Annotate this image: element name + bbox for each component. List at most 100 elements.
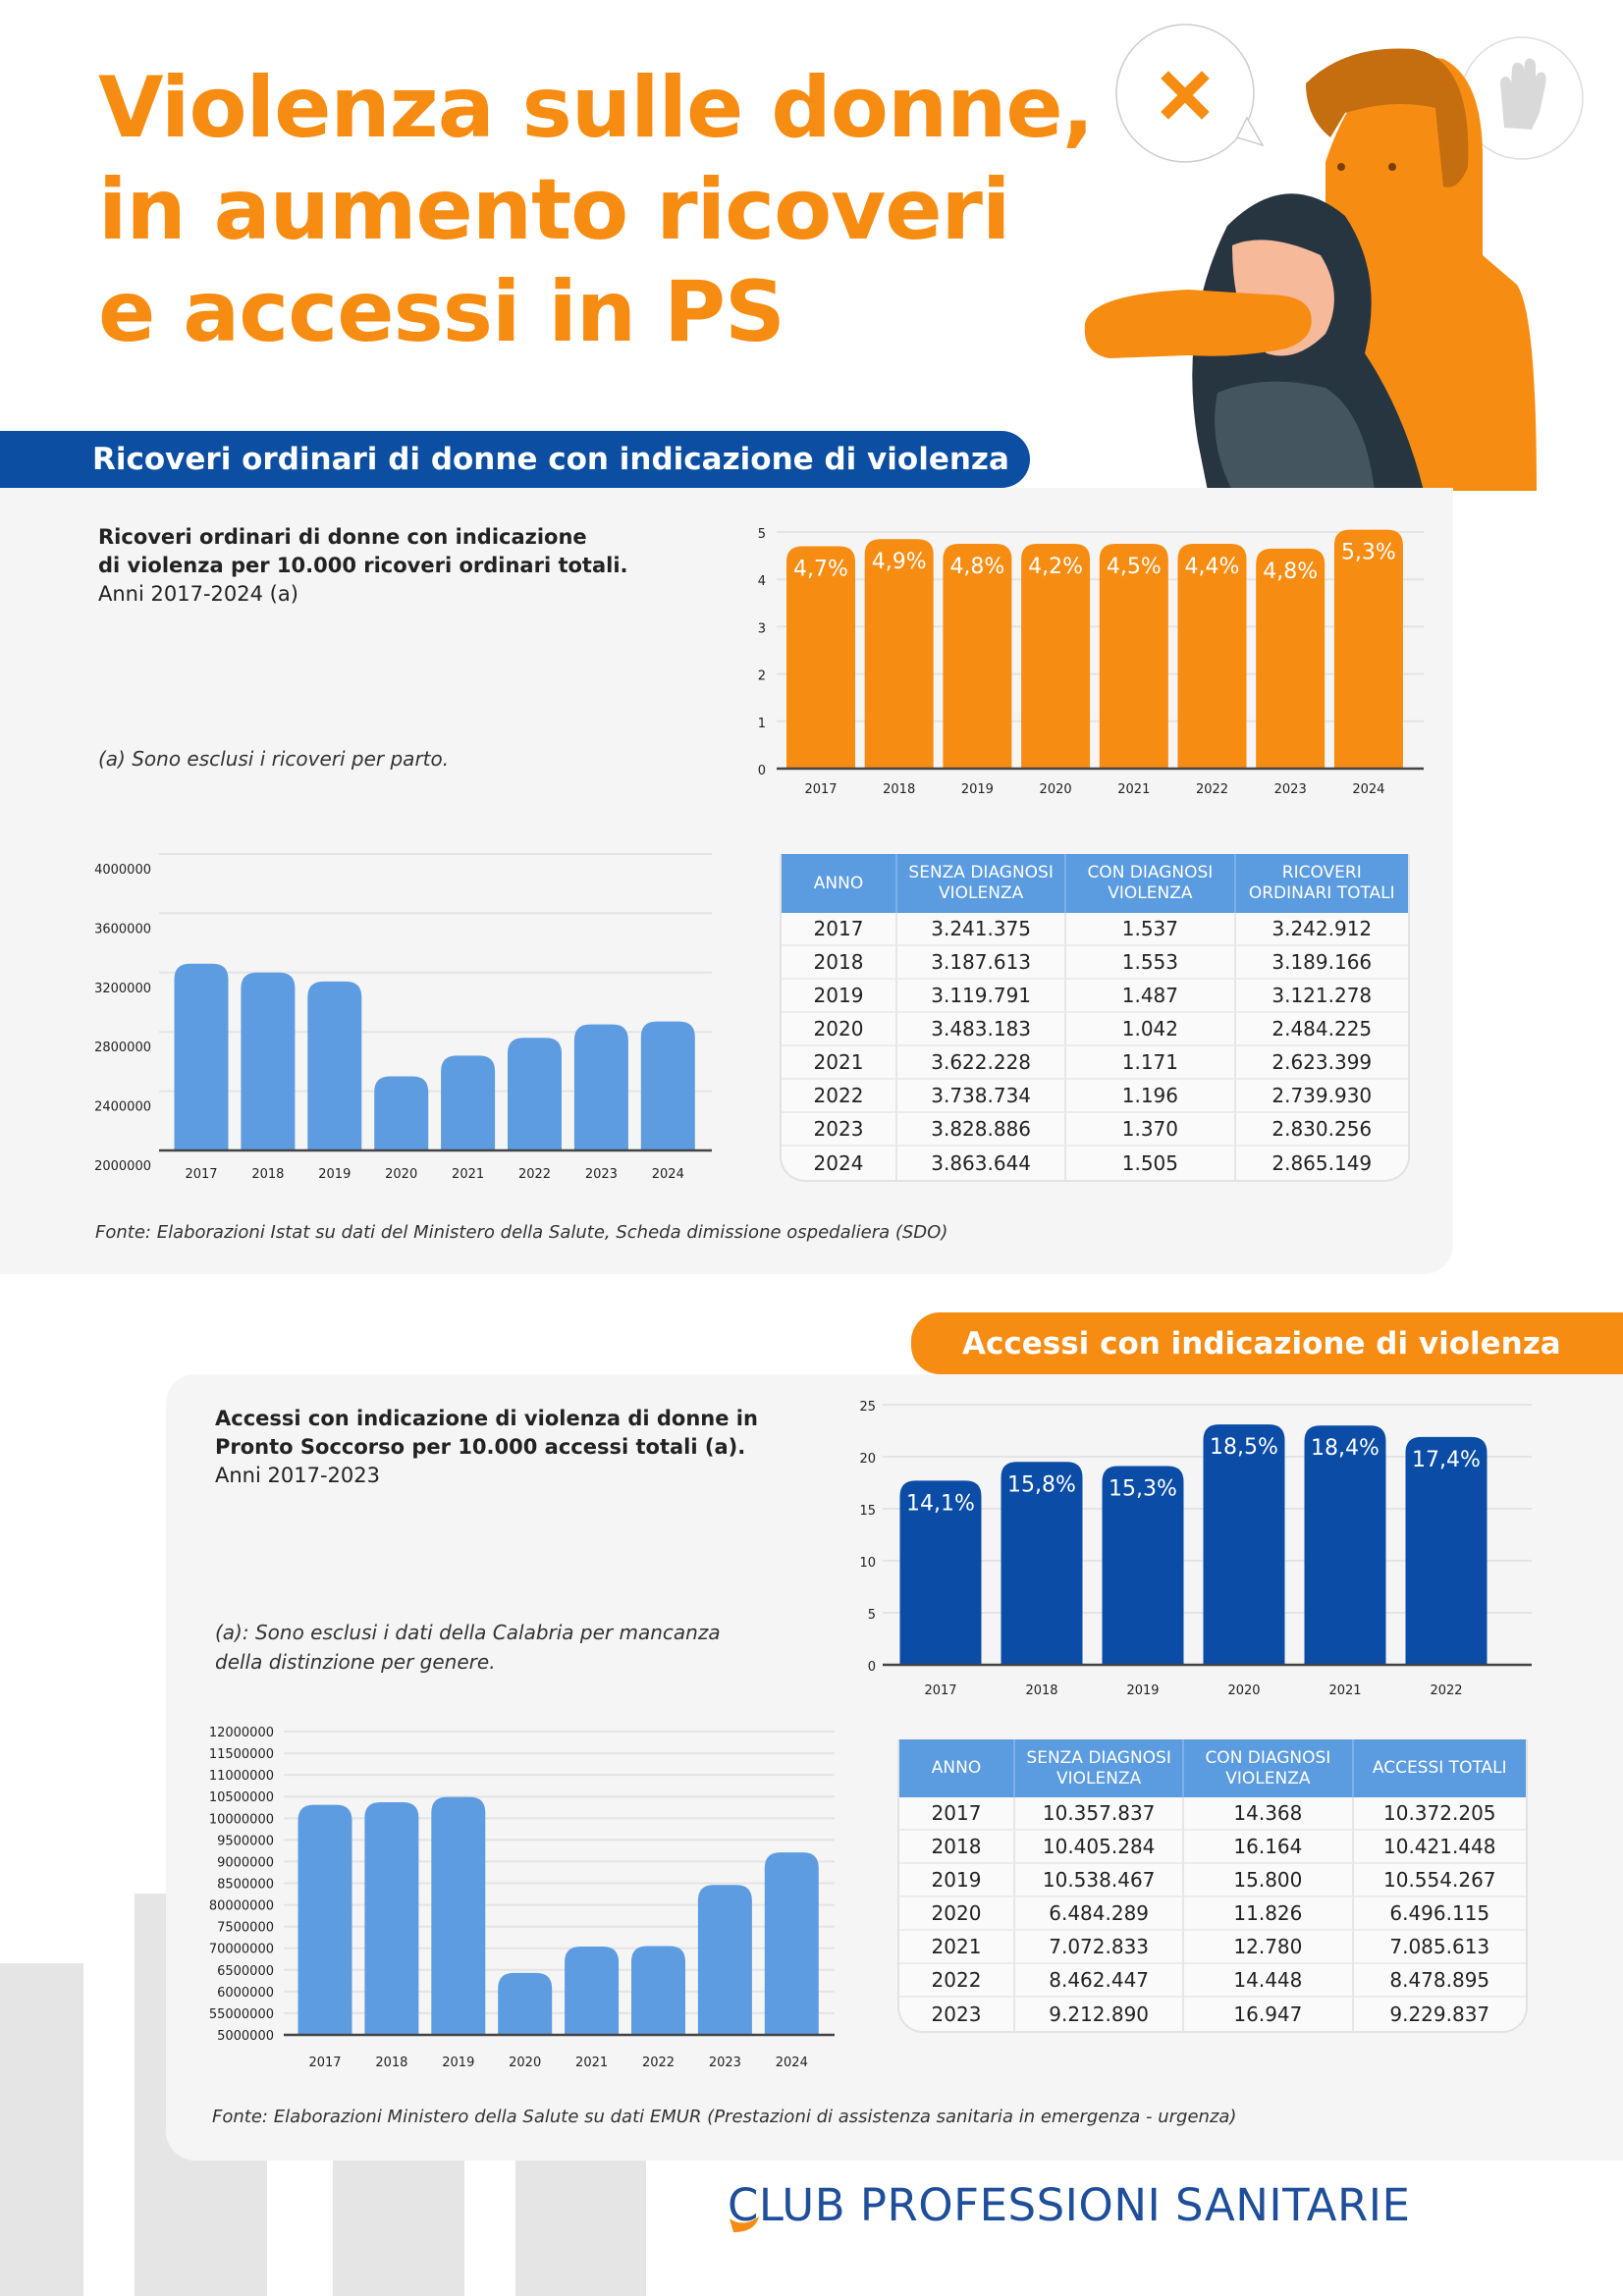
table-cell: 2017	[782, 913, 898, 946]
table-cell: 7.085.613	[1353, 1931, 1526, 1964]
decorative-column	[333, 2150, 464, 2296]
table-row: 2020 3.483.183 1.042 2.484.225	[782, 1013, 1408, 1046]
bar-2018	[1001, 1462, 1083, 1665]
table-cell: 2018	[899, 1831, 1016, 1864]
column-header-line: VIOLENZA	[939, 883, 1024, 903]
table-cell: 2022	[899, 1964, 1016, 1998]
table-cell: 10.538.467	[1015, 1864, 1185, 1897]
table-row: 2020 6.484.289 11.826 6.496.115	[899, 1897, 1526, 1931]
data-label: 4,8%	[949, 555, 1004, 579]
y-tick-label: 70000000	[209, 1943, 274, 1957]
x-mark-icon	[1115, 24, 1265, 163]
table-cell: 2024	[782, 1147, 898, 1180]
column-header: SENZA DIAGNOSI VIOLENZA	[1015, 1739, 1185, 1797]
bar-2022	[508, 1038, 562, 1150]
table-cell: 2021	[899, 1931, 1016, 1964]
table-cell: 10.372.205	[1353, 1797, 1526, 1831]
table-cell: 8.462.447	[1015, 1964, 1185, 1998]
table-cell: 1.553	[1066, 946, 1236, 980]
column-header-line: ACCESSI TOTALI	[1372, 1758, 1507, 1778]
x-tick-label: 2020	[385, 1167, 417, 1182]
table-cell: 3.483.183	[897, 1013, 1067, 1046]
footnote-line: (a): Sono esclusi i dati della Calabria …	[215, 1621, 721, 1644]
table-cell: 3.119.791	[897, 980, 1067, 1013]
column-header-line: VIOLENZA	[1225, 1768, 1311, 1789]
table-cell: 2022	[782, 1080, 898, 1113]
x-tick-label: 2024	[1352, 782, 1384, 797]
table-cell: 6.496.115	[1353, 1897, 1526, 1931]
x-tick-label: 2018	[375, 2056, 407, 2070]
footnote-line: della distinzione per genere.	[215, 1650, 496, 1674]
bar-2023	[697, 1885, 752, 2035]
y-tick-label: 2800000	[94, 1041, 151, 1055]
table-header-row: ANNO SENZA DIAGNOSI VIOLENZA CON DIAGNOSI VI…	[782, 854, 1408, 913]
bar-2024	[764, 1852, 819, 2035]
table-cell: 12.780	[1184, 1931, 1354, 1964]
y-tick-label: 7500000	[217, 1921, 274, 1936]
table-row: 2022 8.462.447 14.448 8.478.895	[899, 1964, 1526, 1998]
x-tick-label: 2019	[442, 2056, 474, 2070]
column-header-line: VIOLENZA	[1056, 1768, 1142, 1789]
bar-2024	[640, 1021, 695, 1150]
chart-accessi-rate: 0 5 10 15 20 25 14,1% 2017 15,8% 2018 15,3% 2019 18,…	[859, 1400, 1532, 1698]
source-note: Fonte: Elaborazioni Istat su dati del Mi…	[95, 1222, 948, 1243]
column-header-line: ORDINARI TOTALI	[1248, 883, 1395, 903]
section-accessi-banner: Accessi con indicazione di violenza	[911, 1312, 1623, 1374]
column-header: RICOVERI ORDINARI TOTALI	[1235, 854, 1408, 913]
table-cell: 3.121.278	[1235, 980, 1408, 1013]
description-bold: di violenza per 10.000 ricoveri ordinari…	[98, 554, 628, 577]
y-tick-label: 4000000	[94, 863, 151, 878]
bar-2017	[786, 546, 855, 769]
table-cell: 2020	[782, 1013, 898, 1046]
table-cell: 7.072.833	[1015, 1931, 1185, 1964]
chart-ricoveri-description: Ricoveri ordinari di donne con indicazio…	[98, 523, 628, 609]
table-cell: 16.164	[1184, 1831, 1354, 1864]
column-header-line: RICOVERI	[1281, 863, 1362, 882]
y-tick-label: 5	[868, 1608, 876, 1623]
table-cell: 1.537	[1066, 913, 1236, 946]
y-tick-label: 80000000	[209, 1899, 274, 1914]
x-tick-label: 2022	[642, 2056, 675, 2070]
x-tick-label: 2019	[961, 782, 994, 797]
bar-2022	[1177, 544, 1247, 769]
x-tick-label: 2024	[652, 1167, 684, 1182]
column-header-line: ANNO	[813, 873, 864, 893]
table-row: 2019 3.119.791 1.487 3.121.278	[782, 980, 1408, 1013]
table-cell: 3.189.166	[1235, 946, 1408, 980]
x-tick-label: 2022	[518, 1167, 551, 1182]
bar-2023	[573, 1024, 628, 1150]
footnote-a: (a): Sono esclusi i dati della Calabria …	[215, 1618, 721, 1677]
table-cell: 2019	[782, 980, 898, 1013]
table-cell: 3.863.644	[897, 1147, 1067, 1180]
title-line: in aumento ricoveri	[98, 161, 1010, 259]
x-tick-label: 2020	[1227, 1683, 1260, 1698]
table-cell: 10.554.267	[1353, 1864, 1526, 1897]
description-years: Anni 2017-2024 (a)	[98, 582, 298, 606]
x-tick-label: 2022	[1196, 782, 1228, 797]
table-cell: 8.478.895	[1353, 1964, 1526, 1998]
column-header-line: CON DIAGNOSI	[1087, 863, 1214, 882]
data-label: 18,5%	[1210, 1435, 1278, 1460]
data-label: 4,8%	[1263, 560, 1318, 584]
stop-hand-icon	[1460, 36, 1584, 160]
table-cell: 2019	[899, 1864, 1016, 1897]
table-row: 2023 9.212.890 16.947 9.229.837	[899, 1998, 1526, 2031]
title-line: e accessi in PS	[98, 263, 785, 361]
column-header: SENZA DIAGNOSI VIOLENZA	[897, 854, 1067, 913]
x-tick-label: 2017	[185, 1167, 217, 1182]
y-tick-label: 0	[868, 1660, 876, 1675]
y-tick-label: 2400000	[94, 1100, 151, 1115]
table-row: 2018 3.187.613 1.553 3.189.166	[782, 946, 1408, 980]
page-title: Violenza sulle donne, in aumento ricover…	[98, 57, 1094, 363]
x-tick-label: 2018	[1025, 1683, 1057, 1698]
decorative-column	[515, 2150, 646, 2296]
data-label: 15,3%	[1109, 1477, 1177, 1502]
column-header: CON DIAGNOSI VIOLENZA	[1184, 1739, 1354, 1797]
table-cell: 2023	[782, 1113, 898, 1147]
y-tick-label: 10000000	[209, 1812, 274, 1827]
table-cell: 14.368	[1184, 1797, 1354, 1831]
footnote-a: (a) Sono esclusi i ricoveri per parto.	[98, 747, 450, 771]
table-row: 2022 3.738.734 1.196 2.739.930	[782, 1080, 1408, 1113]
table-cell: 9.212.890	[1015, 1998, 1185, 2031]
data-label: 4,4%	[1185, 555, 1240, 579]
